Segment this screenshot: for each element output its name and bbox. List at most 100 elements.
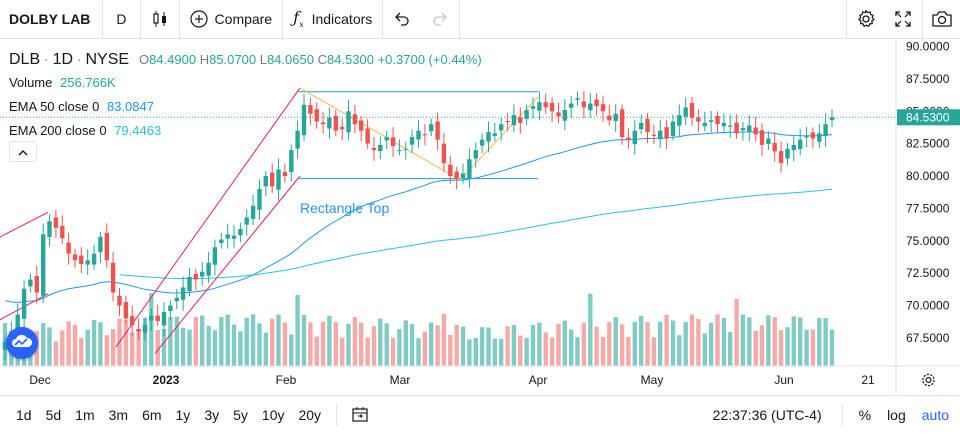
candle[interactable] (85, 249, 90, 275)
candle[interactable] (47, 214, 52, 247)
candle[interactable] (562, 99, 567, 131)
candle[interactable] (702, 111, 707, 132)
axis-settings-gear-icon[interactable] (922, 373, 935, 387)
candle[interactable] (728, 114, 733, 138)
candle[interactable] (390, 127, 396, 157)
candle[interactable] (569, 95, 574, 118)
candle[interactable] (250, 194, 256, 226)
candle[interactable] (98, 232, 103, 263)
candle[interactable] (142, 318, 148, 341)
candle[interactable] (619, 104, 625, 145)
candle[interactable] (66, 232, 71, 265)
candle[interactable] (658, 119, 663, 148)
interval-button[interactable]: D (103, 0, 141, 38)
candle[interactable] (715, 111, 720, 134)
candle[interactable] (79, 247, 84, 274)
candle[interactable] (448, 155, 453, 184)
candle[interactable] (600, 96, 606, 122)
candle[interactable] (340, 118, 345, 141)
candle[interactable] (798, 128, 803, 156)
range-3y[interactable]: 3y (204, 407, 220, 423)
candle[interactable] (263, 171, 268, 197)
candle[interactable] (187, 268, 192, 297)
candle[interactable] (104, 223, 109, 269)
candle[interactable] (403, 141, 408, 160)
candle[interactable] (467, 148, 472, 189)
candle[interactable] (607, 104, 612, 126)
candle[interactable] (556, 102, 561, 124)
range-1d[interactable]: 1d (16, 407, 32, 423)
price-chart[interactable]: Rectangle Top 90.000087.500085.000082.50… (0, 39, 960, 395)
candle[interactable] (212, 239, 218, 276)
candle[interactable] (817, 123, 822, 149)
undo-button[interactable] (383, 0, 421, 38)
candle[interactable] (289, 144, 294, 182)
chart-pane[interactable]: Rectangle Top 90.000087.500085.000082.50… (0, 39, 960, 395)
candle[interactable] (231, 225, 237, 249)
candle[interactable] (371, 136, 377, 161)
candle[interactable] (365, 119, 370, 149)
candle[interactable] (639, 114, 644, 135)
collapse-legend-button[interactable] (9, 141, 37, 162)
candle[interactable] (2, 337, 8, 361)
volume-legend-row[interactable]: Volume 256.766K (9, 71, 482, 95)
chart-type-button[interactable] (141, 0, 180, 38)
candle[interactable] (747, 115, 752, 142)
ema200-legend-row[interactable]: EMA 200 close 0 79.4463 (9, 119, 482, 143)
candle[interactable] (359, 115, 364, 142)
candle[interactable] (91, 244, 97, 270)
candle[interactable] (346, 100, 351, 140)
candle[interactable] (257, 179, 262, 220)
candle[interactable] (454, 166, 459, 190)
candle[interactable] (499, 117, 504, 141)
candle[interactable] (530, 97, 536, 119)
timezone-clock[interactable]: 22:37:36 (UTC-4) (712, 407, 822, 423)
candle[interactable] (823, 113, 828, 147)
legend-symbol[interactable]: DLB (9, 51, 41, 68)
candle[interactable] (200, 262, 205, 286)
candle[interactable] (333, 109, 338, 137)
candle[interactable] (791, 136, 796, 162)
candle[interactable] (155, 304, 160, 326)
candle[interactable] (486, 121, 491, 153)
candle[interactable] (708, 111, 714, 133)
indicators-button[interactable]: ƒx Indicators (283, 0, 384, 38)
candle[interactable] (149, 308, 154, 332)
candle[interactable] (282, 163, 288, 183)
settings-button[interactable] (846, 0, 884, 38)
candle[interactable] (28, 273, 33, 293)
candle[interactable] (753, 116, 758, 142)
range-20y[interactable]: 20y (298, 407, 322, 423)
candle[interactable] (238, 222, 243, 243)
candle[interactable] (613, 104, 618, 132)
candle[interactable] (588, 93, 593, 118)
candle[interactable] (352, 105, 358, 134)
candle[interactable] (632, 119, 637, 155)
candle[interactable] (193, 268, 198, 290)
candle[interactable] (276, 158, 281, 201)
candle[interactable] (810, 127, 816, 149)
candle[interactable] (244, 209, 249, 236)
candle[interactable] (301, 94, 307, 142)
ema50-line[interactable] (4, 131, 833, 303)
candle[interactable] (505, 113, 510, 132)
candle[interactable] (422, 124, 428, 146)
rectangle-top-annotation[interactable]: Rectangle Top (300, 200, 389, 216)
candle[interactable] (314, 102, 319, 129)
candle[interactable] (721, 113, 727, 134)
candle[interactable] (543, 93, 548, 114)
channel-line[interactable] (0, 211, 49, 238)
candle[interactable] (206, 251, 211, 283)
symbol-search[interactable]: DOLBY LAB (0, 0, 104, 38)
log-toggle[interactable]: log (887, 407, 906, 423)
candle[interactable] (53, 210, 59, 238)
auto-scale-toggle[interactable]: auto (921, 407, 949, 423)
candle[interactable] (581, 90, 587, 119)
candle[interactable] (110, 251, 116, 302)
screenshot-button[interactable] (922, 0, 960, 38)
candle[interactable] (225, 223, 230, 249)
candle[interactable] (664, 119, 669, 150)
candle[interactable] (219, 232, 224, 249)
candle[interactable] (645, 113, 650, 143)
candle[interactable] (409, 129, 415, 154)
